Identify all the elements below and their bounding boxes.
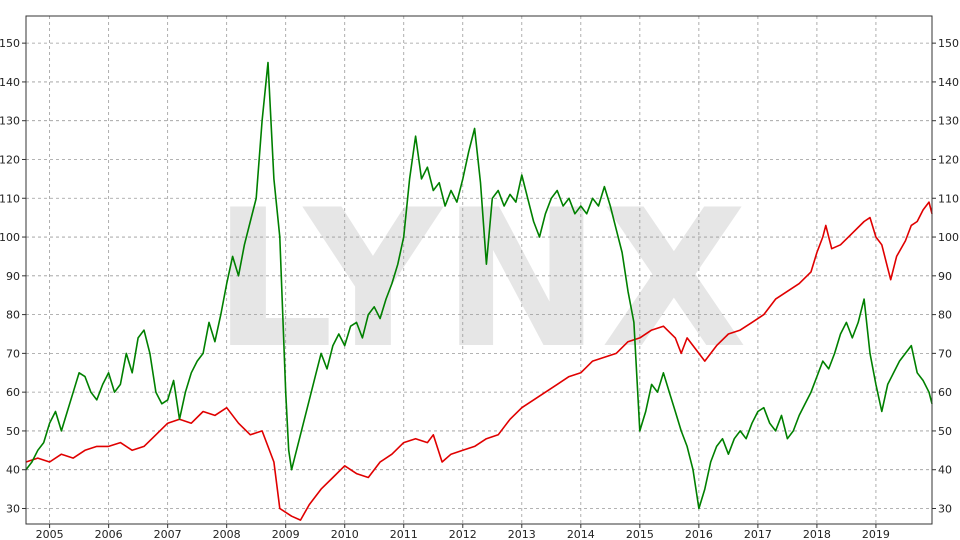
y-tick-label-right: 100 [938,231,959,244]
x-tick-label: 2016 [685,528,713,540]
y-tick-label-right: 150 [938,37,959,50]
y-tick-label-left: 40 [6,464,20,477]
x-tick-label: 2007 [154,528,182,540]
x-tick-label: 2006 [95,528,123,540]
y-tick-label-left: 90 [6,270,20,283]
x-tick-label: 2009 [272,528,300,540]
x-tick-label: 2015 [626,528,654,540]
x-tick-label: 2011 [390,528,418,540]
y-tick-label-left: 80 [6,309,20,322]
y-tick-label-left: 100 [0,231,20,244]
y-tick-label-right: 120 [938,153,959,166]
tick-marks [22,42,936,528]
y-tick-label-right: 60 [938,386,952,399]
x-tick-label: 2008 [213,528,241,540]
y-tick-label-left: 30 [6,502,20,515]
y-tick-label-right: 140 [938,76,959,89]
y-tick-label-left: 140 [0,76,20,89]
y-tick-label-left: 130 [0,115,20,128]
y-tick-label-left: 150 [0,37,20,50]
x-tick-label: 2014 [567,528,595,540]
y-tick-label-left: 50 [6,425,20,438]
x-tick-label: 2019 [862,528,890,540]
y-tick-label-right: 30 [938,502,952,515]
y-tick-label-left: 60 [6,386,20,399]
x-tick-label: 2005 [36,528,64,540]
y-tick-label-right: 110 [938,192,959,205]
watermark-text: LYNX [213,169,748,390]
x-tick-label: 2010 [331,528,359,540]
series-line-1 [25,201,933,521]
x-tick-label: 2018 [803,528,831,540]
y-tick-label-right: 90 [938,270,952,283]
y-tick-label-left: 110 [0,192,20,205]
y-tick-label-right: 50 [938,425,952,438]
y-tick-label-right: 130 [938,115,959,128]
y-tick-label-left: 70 [6,347,20,360]
plot-frame [25,15,933,525]
y-tick-label-right: 40 [938,464,952,477]
x-tick-label: 2013 [508,528,536,540]
y-tick-label-right: 80 [938,309,952,322]
x-tick-label: 2012 [449,528,477,540]
x-tick-label: 2017 [744,528,772,540]
series-line-2 [25,61,933,510]
y-tick-label-right: 70 [938,347,952,360]
series-group [25,61,933,521]
grid-lines [26,16,932,524]
y-tick-label-left: 120 [0,153,20,166]
tick-labels: 30 30 40 40 50 50 60 60 70 70 80 80 90 90 100 100 110 110… [0,37,959,540]
